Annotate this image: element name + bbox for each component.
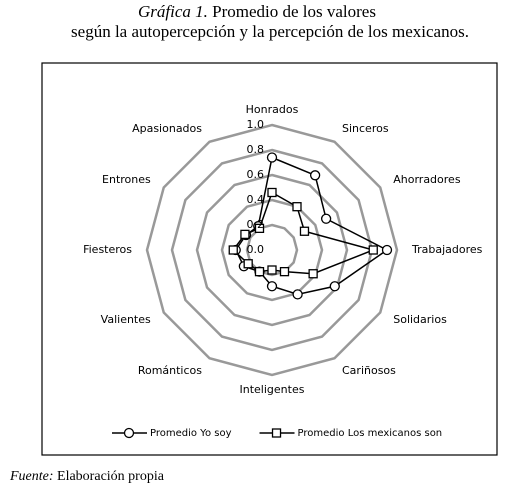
data-point: [381, 244, 393, 256]
tick-label: 0.0: [247, 243, 265, 256]
data-point: [240, 229, 250, 240]
category-label: Ahorradores: [393, 173, 461, 186]
data-point: [320, 213, 332, 224]
title-line-2: según la autopercepción y la percepción …: [71, 22, 469, 41]
title-line-1: Gráfica 1. Promedio de los valores: [138, 2, 376, 21]
grid-ring: [145, 123, 399, 377]
data-point: [292, 202, 302, 212]
category-label: Inteligentes: [240, 383, 305, 396]
data-point: [308, 269, 318, 279]
grid-ring: [220, 198, 324, 302]
source-label: Fuente:: [9, 469, 54, 484]
figure-label: Gráfica 1.: [138, 2, 208, 21]
source-line: Fuente: Elaboración propia: [9, 469, 165, 484]
category-label: Entrones: [102, 173, 151, 186]
data-point: [267, 187, 277, 198]
category-label: Fiesteros: [83, 243, 132, 256]
legend-label: Promedio Yo soy: [150, 428, 232, 439]
data-point: [267, 265, 277, 275]
data-point: [254, 223, 265, 233]
chart-frame: [41, 62, 498, 456]
data-point: [228, 245, 238, 255]
category-label: Sinceros: [342, 122, 389, 135]
data-point: [254, 267, 265, 277]
data-point: [243, 259, 253, 269]
tick-label: 0.6: [247, 168, 265, 181]
category-label: Valientes: [101, 313, 151, 326]
data-point: [368, 245, 378, 255]
source: Elaboración propia: [57, 469, 165, 484]
category-label: Cariñosos: [342, 364, 396, 377]
data-point: [266, 281, 278, 292]
data-point: [309, 170, 321, 181]
category-label: Solidarios: [393, 313, 447, 326]
tick-label: 0.4: [247, 193, 265, 206]
data-point: [299, 226, 310, 236]
grid-ring: [195, 173, 349, 327]
data-point: [279, 267, 290, 277]
tick-label: 0.2: [247, 218, 265, 231]
grid-ring: [170, 148, 374, 352]
tick-label: 0.8: [247, 143, 265, 156]
category-label: Románticos: [138, 364, 202, 377]
legend-marker: [271, 428, 282, 438]
data-point: [266, 152, 278, 163]
data-point: [329, 281, 340, 292]
data-point: [292, 289, 303, 300]
legend-label: Promedio Los mexicanos son: [298, 428, 443, 439]
tick-label: 1.0: [247, 118, 265, 131]
category-label: Apasionados: [132, 122, 202, 135]
legend-marker: [123, 427, 135, 439]
category-label: Honrados: [246, 103, 299, 116]
category-label: Trabajadores: [411, 243, 483, 256]
title: Promedio de los valores: [212, 2, 376, 21]
